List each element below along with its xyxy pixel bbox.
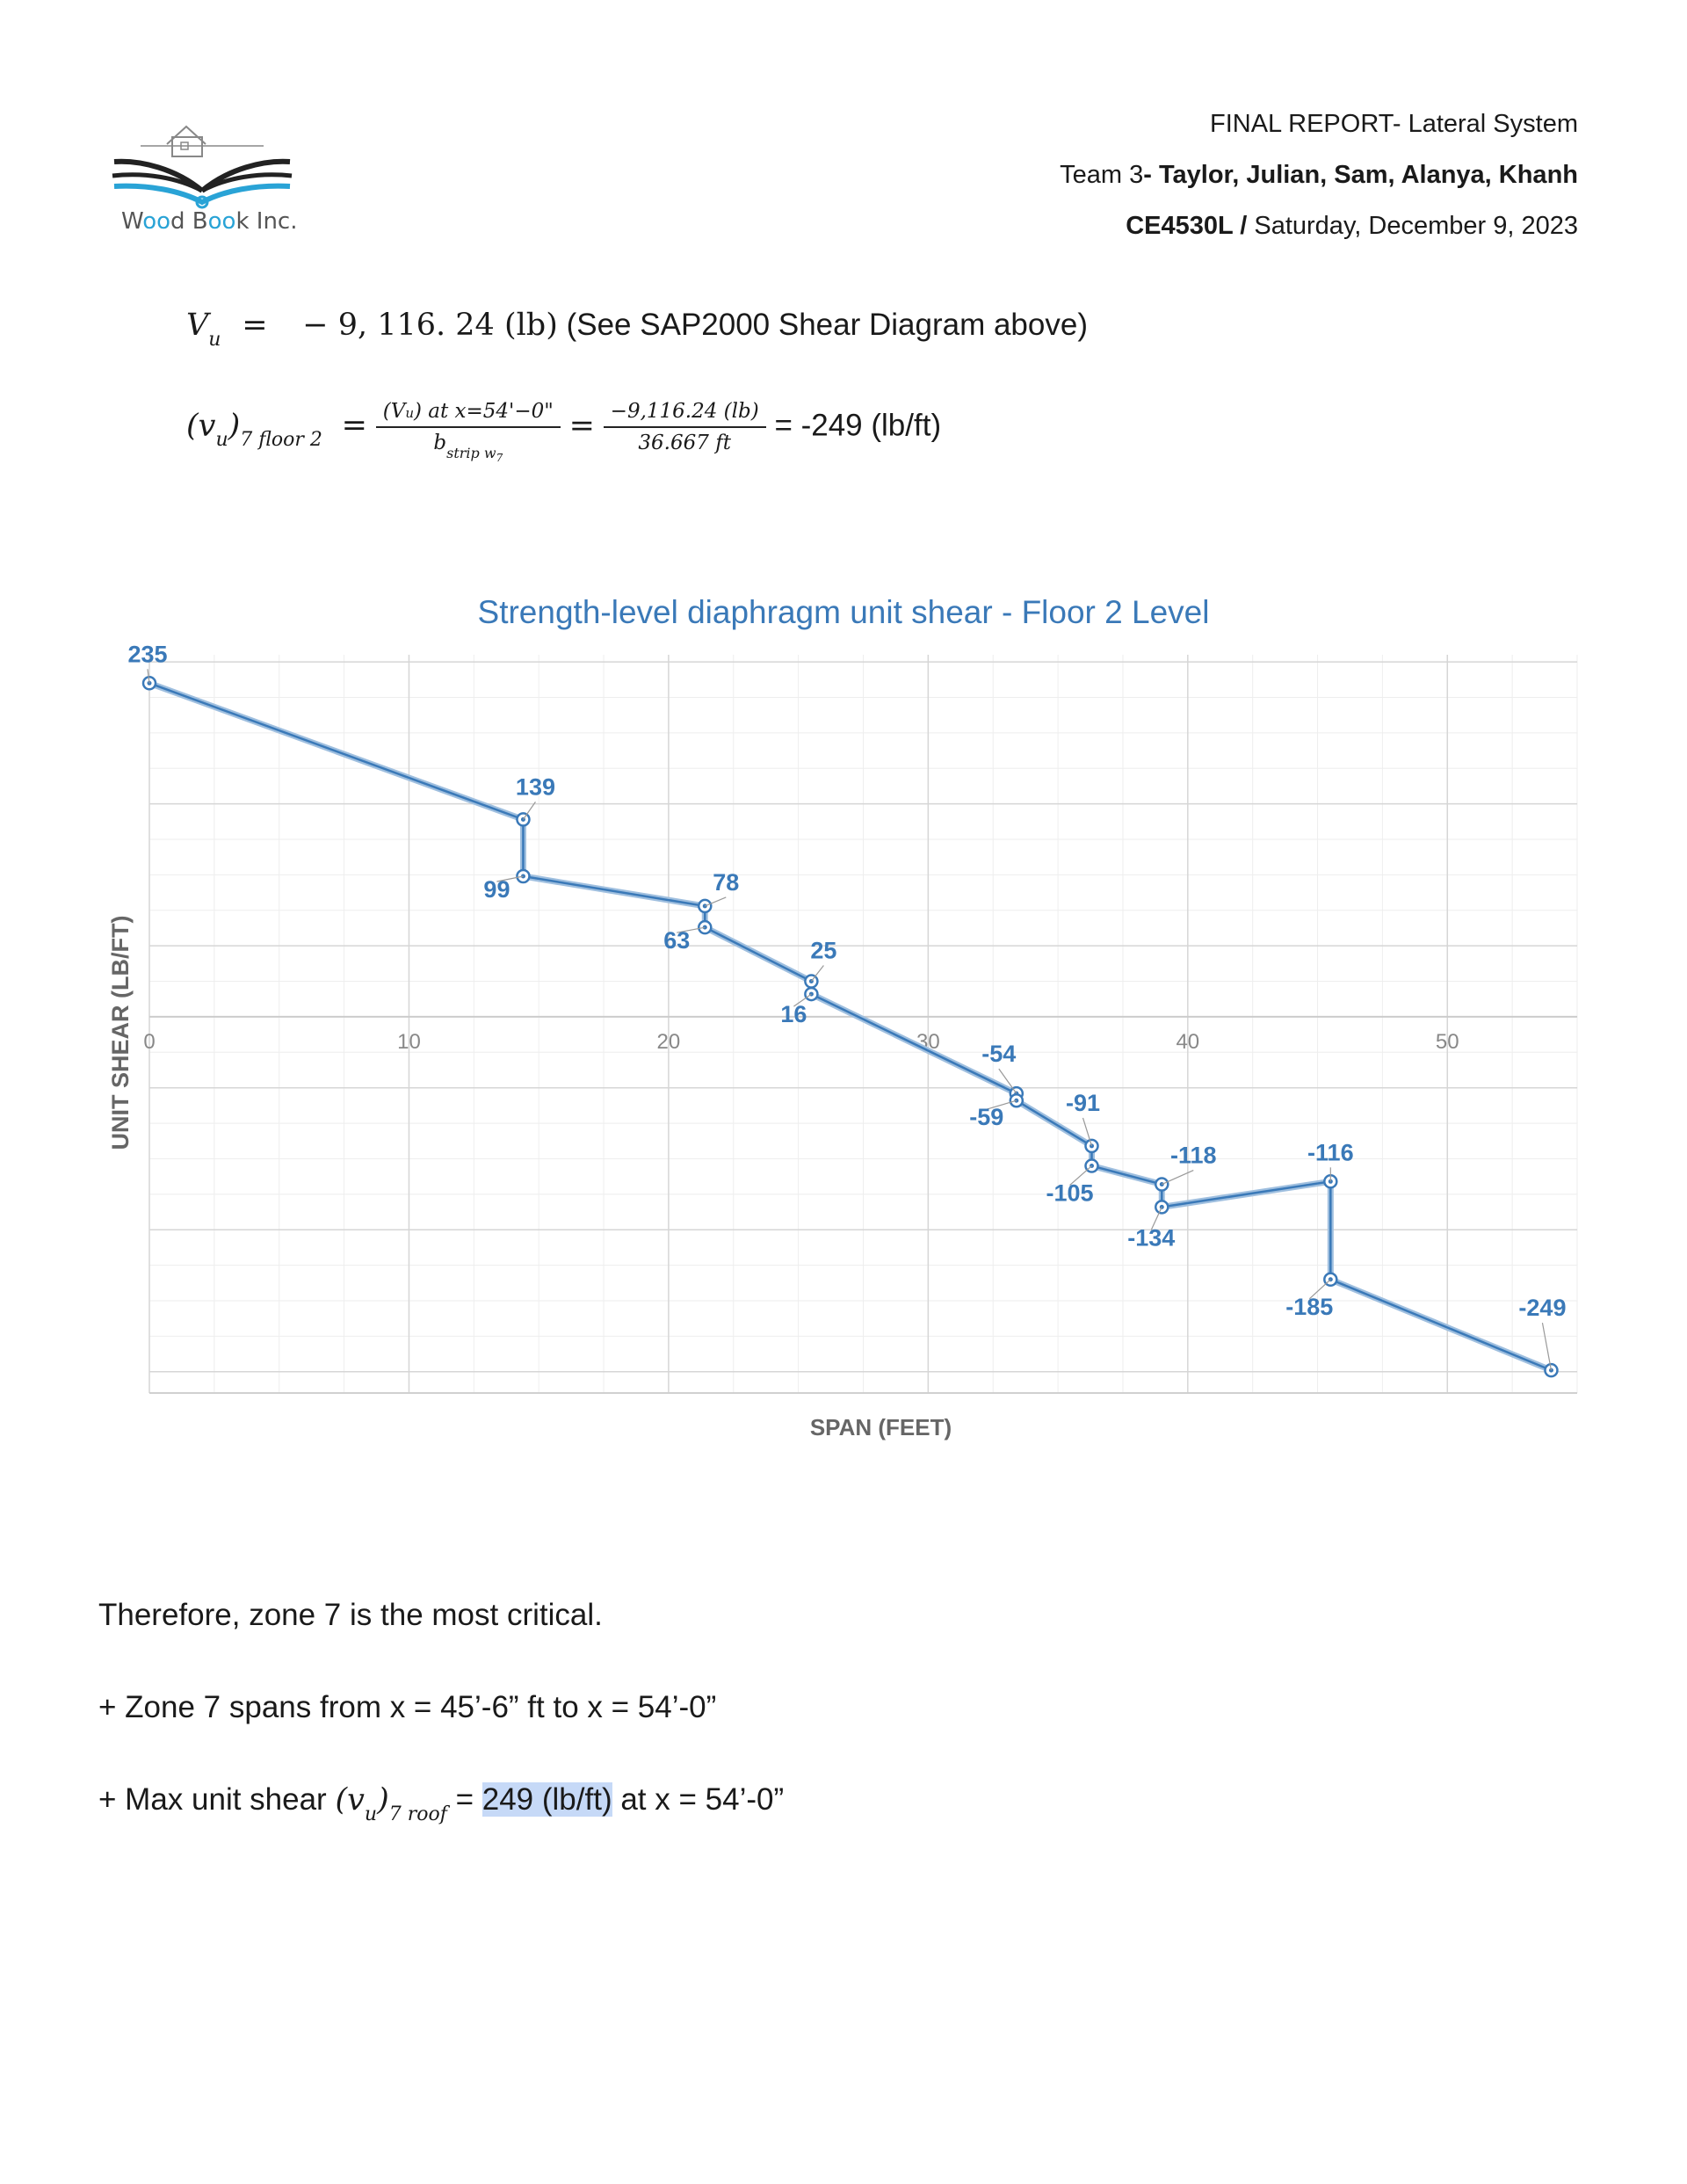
vu-equation: Vu = − 9, 116. 24 (lb) (See SAP2000 Shea… <box>186 308 1088 351</box>
data-label-leader <box>522 802 536 820</box>
x-tick-label: 40 <box>1176 1030 1199 1054</box>
conclusion-line: Therefore, zone 7 is the most critical. <box>98 1598 603 1632</box>
chart-title: Strength-level diaphragm unit shear - Fl… <box>477 594 1210 630</box>
equation-result: = -249 (lb/ft) <box>774 408 942 443</box>
data-point <box>1084 1158 1099 1173</box>
data-point-center <box>1548 1368 1553 1373</box>
data-label: 78 <box>713 869 739 896</box>
x-axis-label: SPAN (FEET) <box>810 1414 952 1440</box>
data-point-center <box>1014 1091 1019 1096</box>
data-point <box>1323 1272 1338 1288</box>
data-point-center <box>1090 1143 1094 1149</box>
x-tick-label: 0 <box>143 1030 155 1054</box>
data-label: -118 <box>1170 1143 1217 1169</box>
x-tick-label: 50 <box>1436 1030 1459 1054</box>
data-label: -249 <box>1518 1295 1566 1321</box>
logo-book-house-icon <box>112 125 293 209</box>
data-point <box>1084 1138 1099 1154</box>
data-point <box>1155 1177 1169 1192</box>
data-label-leader <box>1082 1117 1093 1147</box>
data-label-leader <box>1162 1169 1194 1186</box>
data-label: 139 <box>516 773 555 800</box>
x-tick-label: 20 <box>657 1030 681 1054</box>
series-line-halo <box>148 680 1553 1374</box>
data-label-leader <box>705 896 727 907</box>
data-label-leader <box>1308 1279 1331 1300</box>
data-point <box>1323 1174 1338 1189</box>
data-point-center <box>147 680 152 686</box>
data-label: 235 <box>127 641 167 667</box>
data-label-leader <box>147 669 150 684</box>
team-line: Team 3- Taylor, Julian, Sam, Alanya, Kha… <box>1060 161 1578 189</box>
fraction-numeric: −9,116.24 (lb) 36.667 ft <box>603 400 766 454</box>
data-label-leader <box>998 1068 1017 1094</box>
data-point-center <box>1159 1182 1164 1187</box>
data-label: 16 <box>780 1001 807 1027</box>
course-date-line: CE4530L / Saturday, December 9, 2023 <box>1126 212 1578 240</box>
data-point-center <box>702 925 707 930</box>
data-point-center <box>1159 1204 1164 1209</box>
data-point-center <box>1328 1277 1333 1282</box>
data-point-center <box>808 979 814 984</box>
data-point-center <box>808 991 814 997</box>
data-point <box>1009 1085 1025 1101</box>
fraction-vu-over-b: (Vu) at x=54'−0" bstrip w7 <box>375 400 561 464</box>
series-line <box>148 682 1552 1372</box>
data-point <box>141 676 157 691</box>
report-title: FINAL REPORT- Lateral System <box>1209 110 1578 138</box>
data-label: 99 <box>483 876 510 903</box>
data-label: -105 <box>1046 1180 1093 1207</box>
data-point-center <box>1090 1164 1094 1169</box>
data-point <box>516 812 531 827</box>
x-tick-label: 30 <box>916 1030 940 1054</box>
data-point-center <box>520 874 525 879</box>
data-label-leader <box>793 993 812 1007</box>
data-point <box>1009 1092 1025 1108</box>
data-point <box>1155 1200 1169 1215</box>
logo-text: Wood Book Inc. <box>121 208 298 235</box>
zone-span-line: + Zone 7 spans from x = 45’-6” ft to x =… <box>98 1690 717 1724</box>
data-point-center <box>1014 1098 1019 1103</box>
data-label: 63 <box>663 927 690 954</box>
data-label-leader <box>810 965 824 982</box>
data-label: -54 <box>981 1041 1016 1067</box>
max-shear-line: + Max unit shear (vu)7 roof = 249 (lb/ft… <box>98 1782 785 1825</box>
x-tick-label: 10 <box>397 1030 421 1054</box>
data-label-leader <box>1150 1207 1162 1230</box>
data-point <box>1544 1362 1559 1378</box>
data-label-leader <box>677 926 706 933</box>
data-label: -134 <box>1127 1224 1175 1251</box>
data-label: -91 <box>1066 1090 1100 1116</box>
max-shear-value: 249 (lb/ft) <box>481 1782 612 1817</box>
unit-shear-equation: (vu)7 floor 2 = (Vu) at x=54'−0" bstrip … <box>186 400 942 464</box>
data-label: 25 <box>810 938 836 964</box>
data-label-leader <box>1541 1323 1553 1371</box>
data-label: -185 <box>1285 1294 1333 1320</box>
y-axis-label: UNIT SHEAR (LB/FT) <box>107 916 134 1150</box>
data-label-leader <box>986 1099 1017 1110</box>
data-label-leader <box>1069 1165 1092 1186</box>
data-point <box>698 919 713 935</box>
data-point <box>516 868 531 884</box>
data-point-center <box>702 903 707 909</box>
data-point <box>804 986 819 1002</box>
data-point <box>804 974 819 989</box>
data-label: -116 <box>1307 1139 1354 1165</box>
data-point-center <box>1328 1179 1333 1184</box>
data-point-center <box>520 816 525 822</box>
data-label-leader <box>496 875 524 882</box>
data-point <box>698 898 713 914</box>
data-label: -59 <box>969 1104 1003 1130</box>
